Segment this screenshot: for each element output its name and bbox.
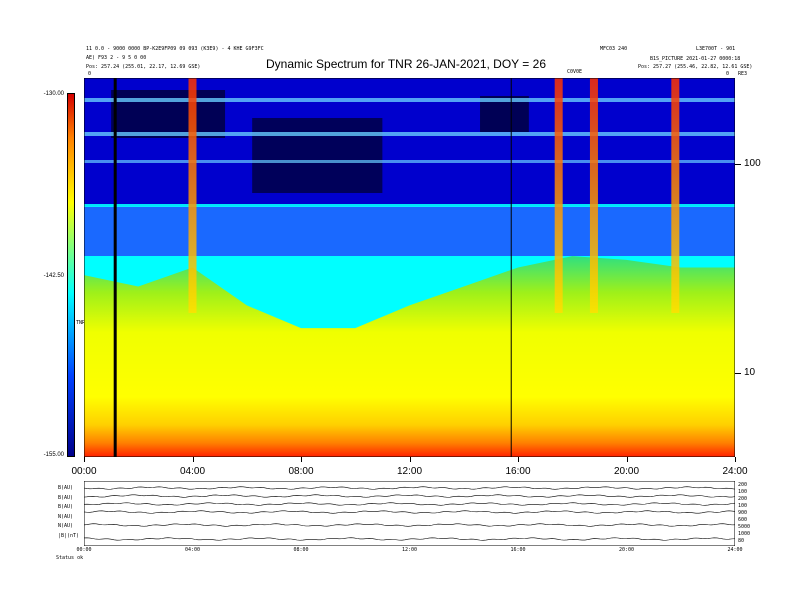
x-tick-mark bbox=[518, 457, 519, 462]
x-tick-mark bbox=[409, 457, 411, 462]
header-info-right-4: Pos: 257.27 (255.46, 22.82, 12.61 GSE) bbox=[638, 64, 753, 70]
spec-background-emission bbox=[84, 256, 735, 457]
panel-rlabel-2: 100 bbox=[738, 489, 748, 495]
x-tick-mark bbox=[735, 457, 736, 462]
header-info-left-2: AE) F93 2 - 9 5 0 00 bbox=[86, 55, 147, 61]
marker-top-right: 0 bbox=[726, 71, 730, 77]
spec-band-mid bbox=[84, 206, 735, 256]
parameter-trace-2 bbox=[84, 494, 735, 498]
spec-horizontal-line bbox=[84, 98, 735, 102]
panel-rlabel-5: 900 bbox=[738, 510, 748, 516]
header-info-right-1: MFC03 240 bbox=[600, 46, 628, 52]
parameter-trace-3 bbox=[84, 502, 735, 506]
panel-x-tick-label: 16:00 bbox=[510, 547, 526, 553]
panel-rlabel-3: 200 bbox=[738, 496, 748, 502]
panel-x-tick-label: 12:00 bbox=[401, 547, 418, 553]
colorbar-tick-top: -130.00 bbox=[43, 91, 64, 97]
x-tick-label: 24:00 bbox=[722, 466, 748, 477]
panel-label-5: N(AU) bbox=[58, 523, 74, 529]
parameter-trace-4 bbox=[84, 510, 735, 514]
y-tick-label-100: 100 bbox=[744, 158, 761, 169]
x-tick-label: 16:00 bbox=[505, 466, 531, 477]
radio-burst-2 bbox=[554, 78, 563, 313]
x-tick-mark bbox=[301, 457, 302, 462]
spec-dark-patch bbox=[111, 90, 226, 138]
panel-x-tick-label: 08:00 bbox=[293, 547, 309, 553]
colorbar-label: TNR bbox=[76, 320, 86, 326]
x-tick-label: 08:00 bbox=[288, 466, 314, 477]
panel-label-4: N(AU) bbox=[58, 513, 74, 520]
panel-right-labels: 200 100 200 100 900 600 5000 1000 80 bbox=[738, 482, 750, 545]
spec-horizontal-line bbox=[84, 160, 735, 163]
header-info-left-3: Pos: 257.24 (255.01, 22.17, 12.69 GSE) bbox=[86, 64, 201, 70]
panel-label-3: B(AU) bbox=[58, 504, 74, 510]
panel-x-tick-label: 04:00 bbox=[184, 547, 201, 553]
status-footer: Status ok bbox=[56, 555, 84, 561]
x-tick-label: 04:00 bbox=[179, 466, 206, 477]
chart-title: Dynamic Spectrum for TNR 26-JAN-2021, DO… bbox=[266, 57, 546, 71]
panel-rlabel-8: 1000 bbox=[738, 531, 751, 537]
colorbar bbox=[67, 93, 75, 457]
panel-x-tick-label: 20:00 bbox=[618, 547, 635, 553]
header-info-left-1: 11 0.0 - 9000 0000 BP-K2E9FP09 09 093 (K… bbox=[86, 46, 264, 52]
panel-rlabel-6: 600 bbox=[738, 517, 748, 523]
parameter-trace-1 bbox=[84, 486, 735, 490]
panel-rlabel-4: 100 bbox=[738, 503, 748, 509]
radio-burst-1 bbox=[188, 78, 197, 313]
parameter-panel bbox=[84, 481, 735, 546]
x-tick-label: 20:00 bbox=[613, 466, 640, 477]
x-tick-label: 00:00 bbox=[71, 466, 97, 477]
panel-label-2: B(AU) bbox=[58, 494, 74, 501]
parameter-trace-6 bbox=[84, 537, 735, 541]
radio-burst-3 bbox=[589, 78, 598, 313]
panel-rlabel-9: 80 bbox=[738, 538, 745, 544]
panel-label-1: B(AU) bbox=[58, 485, 74, 491]
y-tick-mark-10 bbox=[735, 373, 741, 374]
header-info-right-2: L3E700T - 901 bbox=[696, 46, 736, 52]
spec-dark-patch bbox=[252, 118, 383, 193]
spectrogram bbox=[84, 78, 735, 457]
marker-corner-label: RE3 bbox=[738, 71, 748, 77]
panel-label-6: |B|(nT) bbox=[58, 532, 80, 539]
panel-rlabel-7: 5000 bbox=[738, 524, 751, 530]
spec-horizontal-line bbox=[84, 204, 735, 207]
x-tick-mark bbox=[626, 457, 628, 462]
x-tick-label: 12:00 bbox=[396, 466, 423, 477]
panel-x-tick-label: 24:00 bbox=[727, 547, 743, 553]
y-tick-label-10: 10 bbox=[744, 367, 756, 378]
marker-top-left: 0 bbox=[88, 71, 92, 77]
radio-burst-4 bbox=[671, 78, 680, 313]
panel-x-tick-label: 00:00 bbox=[76, 547, 92, 553]
x-tick-mark bbox=[84, 457, 85, 462]
header-info-right-3: B1S_PICTURE 2021-01-27 0000:18 bbox=[650, 56, 741, 62]
colorbar-tick-mid: -142.50 bbox=[43, 273, 64, 279]
y-tick-mark-100 bbox=[735, 164, 741, 165]
parameter-trace-5 bbox=[84, 523, 735, 527]
spec-horizontal-line bbox=[84, 132, 735, 136]
colorbar-tick-bottom: -155.00 bbox=[43, 452, 64, 458]
panel-left-labels: B(AU) B(AU) B(AU) N(AU) N(AU) |B|(nT) bbox=[58, 484, 79, 541]
marker-mid-label: C0V0E bbox=[567, 69, 583, 75]
panel-rlabel-1: 200 bbox=[738, 482, 748, 488]
x-tick-mark bbox=[192, 457, 194, 462]
